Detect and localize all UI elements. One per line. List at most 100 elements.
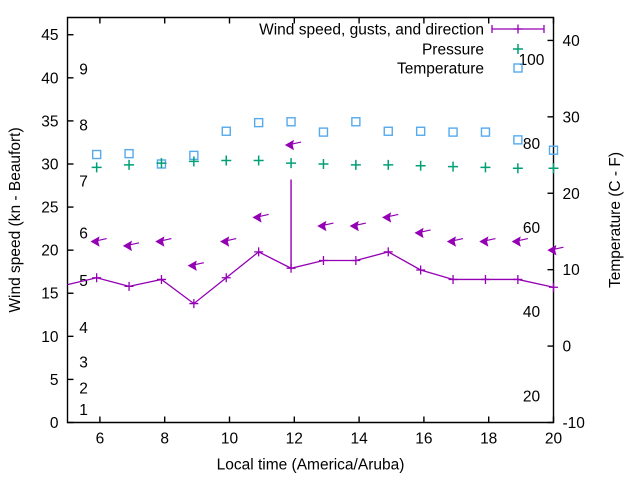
legend-marker-temperature <box>513 63 523 73</box>
fahrenheit-scale-label: 40 <box>523 304 541 321</box>
temperature-marker <box>448 127 458 137</box>
wind-speed-marker <box>221 273 231 283</box>
wind-speed-marker <box>416 265 426 275</box>
legend-marker-wind-caps <box>491 25 545 33</box>
legend-label-2: Temperature <box>397 61 484 78</box>
beaufort-scale-label: 1 <box>79 402 88 419</box>
wind-direction-arrow <box>252 212 269 223</box>
wind-speed-line <box>67 251 554 305</box>
beaufort-scale-label: 8 <box>79 118 88 135</box>
x-axis-label: 10 <box>221 431 239 448</box>
wind-direction-arrow <box>317 220 334 232</box>
wind-speed-marker <box>549 282 558 292</box>
y-axis-label-left: 20 <box>41 243 59 260</box>
pressure-marker <box>253 155 264 166</box>
pressure-marker <box>512 163 523 174</box>
wind-direction-arrow <box>349 220 366 232</box>
pressure-marker <box>415 160 426 171</box>
temperature-marker <box>513 135 523 145</box>
temperature-marker <box>548 145 559 155</box>
y-axis-title-left: Wind speed (kn - Beaufort) <box>7 127 24 312</box>
wind-direction-arrow <box>382 212 399 223</box>
pressure-marker <box>318 158 329 169</box>
pressure-marker <box>91 162 102 173</box>
wind-speed-marker <box>480 274 490 284</box>
beaufort-scale-label: 3 <box>79 355 88 372</box>
wind-direction-arrow <box>446 236 464 247</box>
plot-border <box>66 16 555 424</box>
fahrenheit-scale-label: 60 <box>523 220 541 237</box>
legend-label-1: Pressure <box>422 42 484 59</box>
y-axis-label-left: 0 <box>50 415 59 432</box>
beaufort-scale-label: 7 <box>79 174 88 191</box>
wind-speed-marker <box>351 256 361 265</box>
x-axis-label: 12 <box>286 431 303 448</box>
y-axis-label-left: 10 <box>41 329 59 346</box>
y-axis-label-right: 10 <box>563 262 581 279</box>
y-axis-label-left: 40 <box>41 70 59 87</box>
y-axis-label-left: 5 <box>50 372 59 389</box>
wind-direction-arrow <box>284 139 302 151</box>
temperature-marker <box>480 127 491 137</box>
x-axis-title: Local time (America/Aruba) <box>217 457 405 474</box>
x-axis-label: 14 <box>350 431 368 448</box>
legend-marker-pressure <box>513 44 523 54</box>
y-axis-label-left: 25 <box>41 200 58 217</box>
wind-speed-marker <box>92 273 102 283</box>
wind-speed-marker <box>448 274 458 284</box>
y-axis-label-right: 20 <box>563 186 581 203</box>
wind-speed-marker <box>513 274 523 284</box>
pressure-marker <box>156 158 167 169</box>
y-axis-label-right: 40 <box>563 33 581 50</box>
fahrenheit-scale-label: 100 <box>519 52 545 69</box>
pressure-marker <box>548 163 559 174</box>
x-axis-label: 6 <box>96 431 105 448</box>
fahrenheit-scale-label: 80 <box>523 136 541 153</box>
wind-speed-marker <box>124 281 134 291</box>
wind-speed-marker <box>189 299 199 309</box>
beaufort-scale-label: 9 <box>79 62 88 79</box>
wind-speed-marker <box>286 263 296 273</box>
temperature-marker <box>221 126 231 136</box>
x-axis-label: 18 <box>480 431 497 448</box>
temperature-marker <box>351 117 361 127</box>
y-axis-label-left: 45 <box>41 27 58 44</box>
temperature-marker <box>415 126 426 136</box>
temperature-marker <box>253 117 264 128</box>
temperature-marker <box>124 148 134 159</box>
temperature-marker <box>318 127 329 137</box>
wind-direction-arrow <box>122 240 140 252</box>
beaufort-scale-label: 2 <box>79 381 88 398</box>
legend-label-0: Wind speed, gusts, and direction <box>259 22 484 39</box>
pressure-marker <box>124 159 135 170</box>
wind-direction-arrow <box>187 260 204 271</box>
x-axis-label: 16 <box>415 431 432 448</box>
y-axis-label-left: 30 <box>41 156 59 173</box>
pressure-marker <box>448 161 459 172</box>
fahrenheit-scale-label: 20 <box>523 388 541 405</box>
pressure-marker <box>480 162 491 173</box>
beaufort-scale-label: 4 <box>79 320 88 337</box>
y-axis-label-right: -10 <box>563 415 586 432</box>
wind-direction-arrow <box>90 236 107 247</box>
wind-speed-marker <box>156 274 166 284</box>
wind-speed-marker <box>318 256 328 265</box>
temperature-marker <box>383 126 393 136</box>
x-axis-label: 20 <box>545 431 563 448</box>
y-axis-label-left: 35 <box>41 113 58 130</box>
wind-speed-marker <box>383 247 393 257</box>
pressure-marker <box>221 155 232 166</box>
wind-direction-arrow <box>155 236 172 247</box>
y-axis-label-right: 0 <box>563 339 572 356</box>
temperature-marker <box>91 149 102 160</box>
wind-direction-arrow <box>547 244 564 256</box>
wind-direction-arrow <box>511 236 528 247</box>
wind-direction-arrow <box>220 236 237 247</box>
wind-direction-arrow <box>414 227 431 239</box>
legend-marker-wind-plus <box>513 24 523 34</box>
x-axis-label: 8 <box>160 431 169 448</box>
wind-direction-arrow <box>479 236 496 247</box>
pressure-marker <box>350 159 361 170</box>
y-axis-label-left: 15 <box>41 286 58 303</box>
